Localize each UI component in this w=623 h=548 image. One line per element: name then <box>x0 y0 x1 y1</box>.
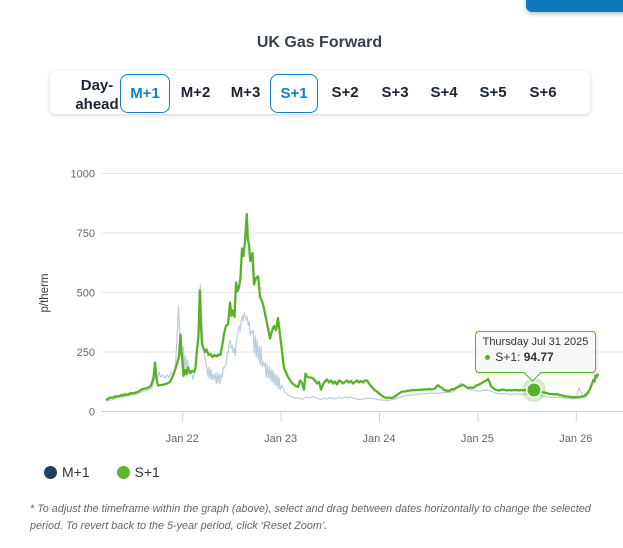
svg-text:0: 0 <box>89 407 95 419</box>
svg-text:Jan 22: Jan 22 <box>166 433 199 445</box>
svg-text:Jan 25: Jan 25 <box>461 433 494 445</box>
svg-text:p/therm: p/therm <box>39 274 51 313</box>
svg-text:750: 750 <box>77 228 95 240</box>
svg-text:Jan 24: Jan 24 <box>362 433 395 445</box>
svg-text:Jan 23: Jan 23 <box>264 433 297 445</box>
svg-text:500: 500 <box>77 288 95 300</box>
svg-text:1000: 1000 <box>71 169 95 181</box>
svg-text:250: 250 <box>77 347 95 359</box>
svg-text:Jan 26: Jan 26 <box>559 433 592 445</box>
